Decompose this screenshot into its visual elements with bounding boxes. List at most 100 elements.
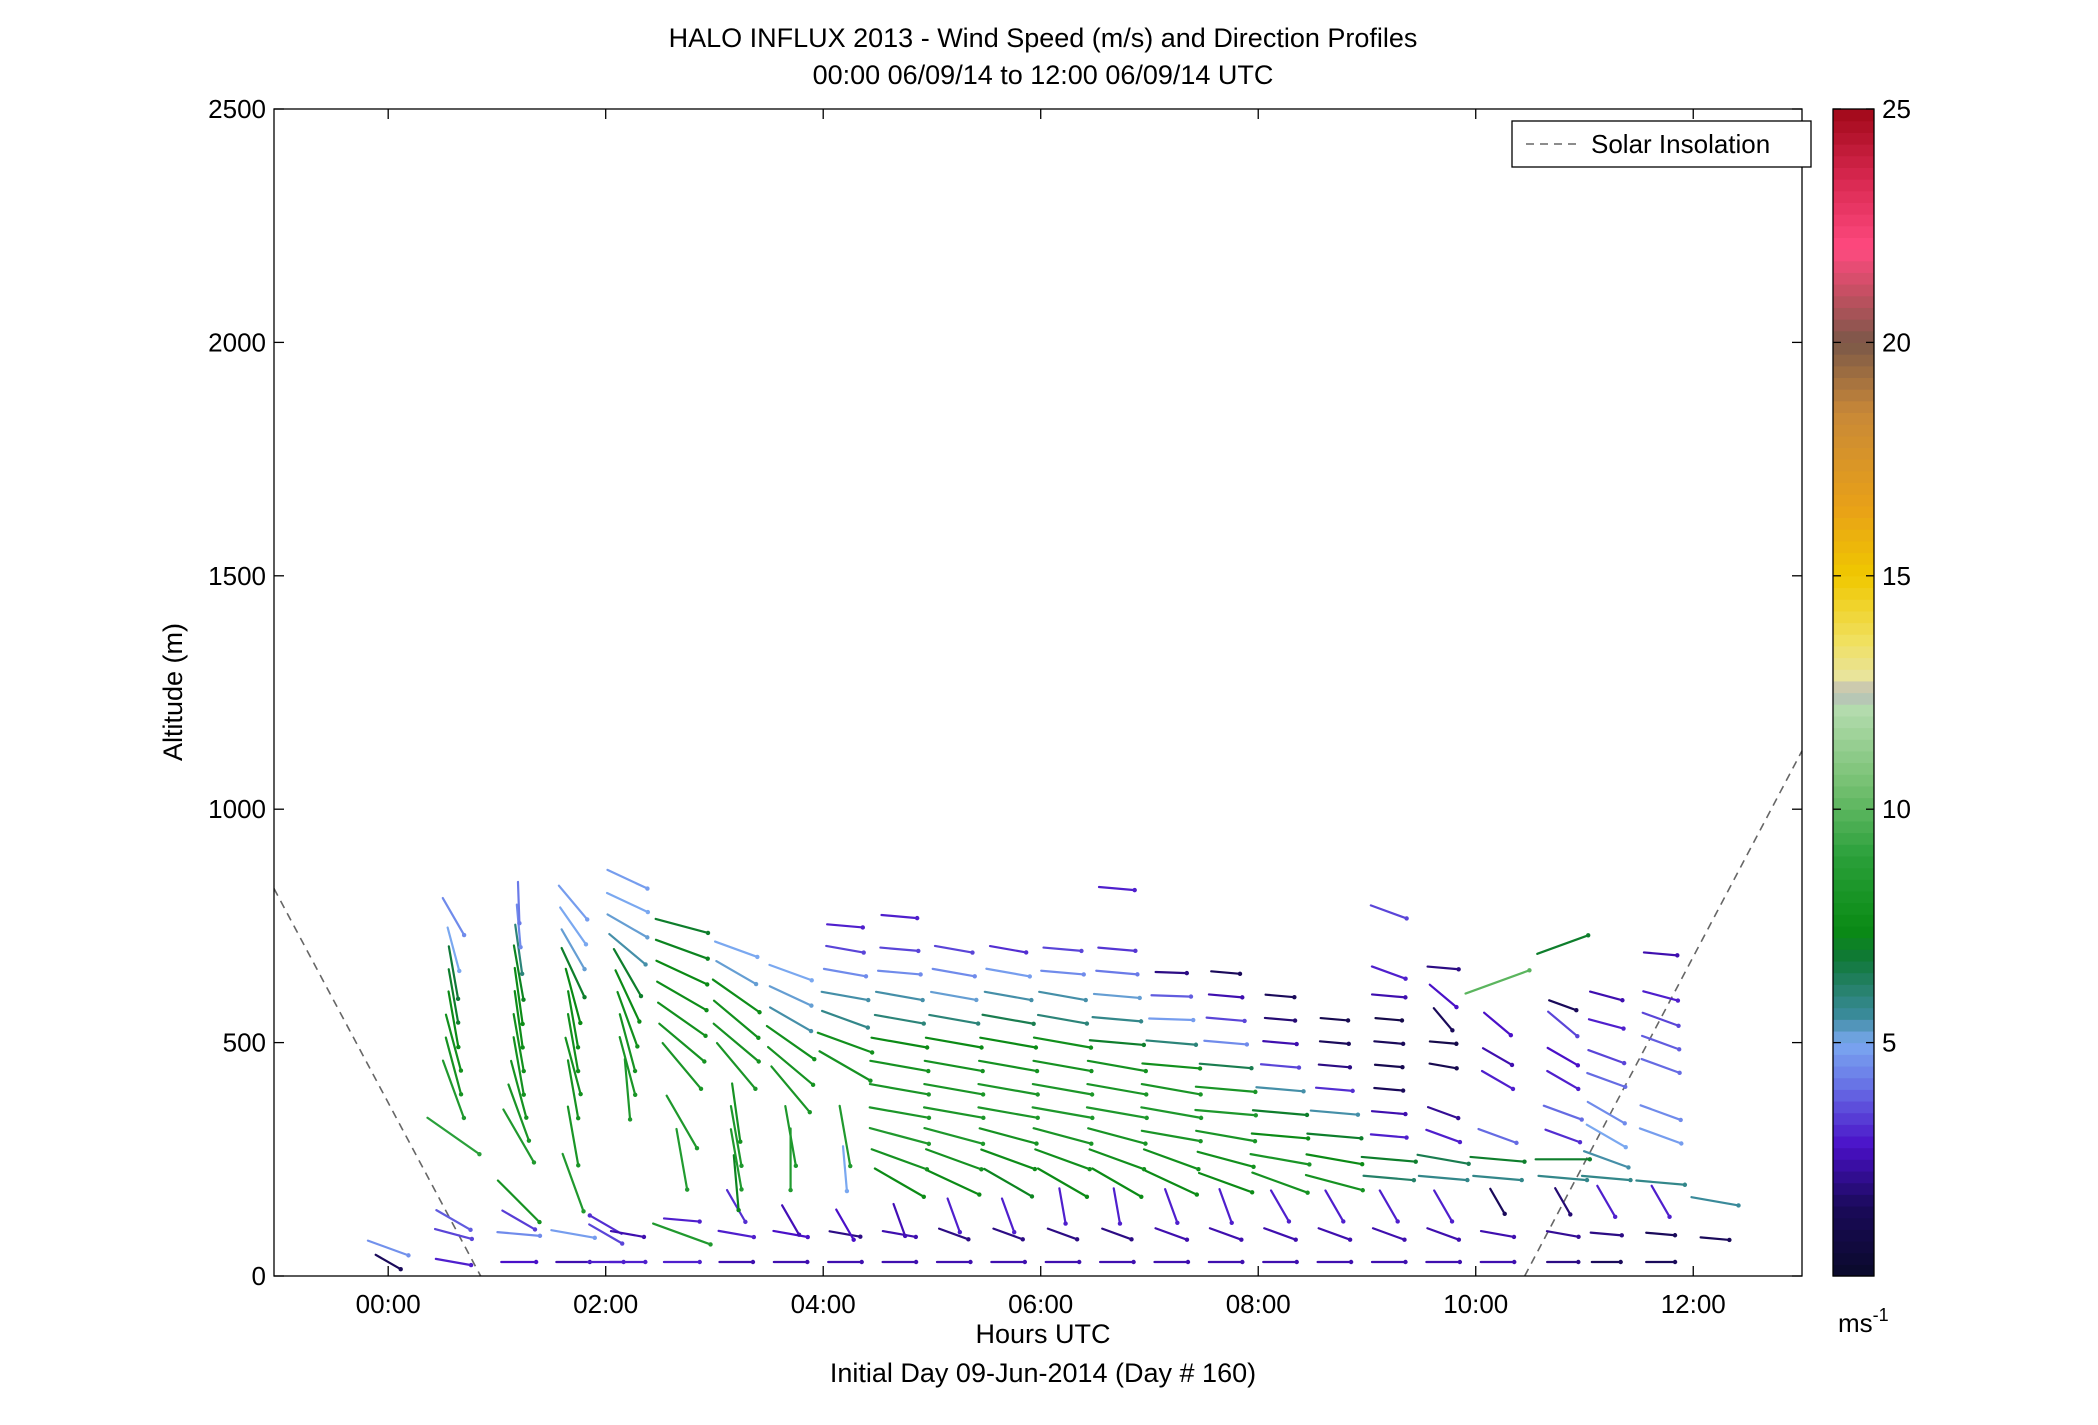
- wind-vector-head: [1089, 1068, 1094, 1074]
- wind-vector-head: [1456, 1115, 1461, 1121]
- wind-vector: [1249, 1153, 1311, 1166]
- wind-vector-head: [1676, 1047, 1682, 1052]
- wind-vector-head: [1404, 1135, 1409, 1140]
- wind-vector: [655, 959, 709, 986]
- wind-vector-head: [736, 1207, 741, 1213]
- wind-vector: [1324, 1189, 1345, 1223]
- wind-vector: [931, 967, 976, 978]
- wind-vector: [1164, 1188, 1179, 1224]
- wind-vector-head: [1672, 1233, 1678, 1238]
- wind-vector: [444, 1013, 463, 1072]
- wind-vector: [712, 1022, 760, 1063]
- wind-vector-head: [1035, 1115, 1040, 1121]
- wind-vector-head: [581, 1209, 586, 1214]
- wind-vector: [1032, 1036, 1093, 1049]
- wind-vector-head: [575, 1116, 581, 1121]
- wind-vector-head: [1185, 1259, 1191, 1265]
- wind-vector-head: [1682, 1182, 1688, 1187]
- wind-vector-head: [751, 1234, 757, 1240]
- colorbar-strip: [1833, 354, 1874, 367]
- wind-vector: [1145, 1039, 1198, 1046]
- wind-vector: [1058, 1187, 1067, 1225]
- y-axis-label: Altitude (m): [158, 623, 188, 761]
- wind-vector-head: [753, 1086, 758, 1092]
- wind-vector-head: [913, 1259, 919, 1265]
- wind-vector-head: [793, 1163, 799, 1169]
- wind-vector: [1097, 946, 1137, 952]
- wind-vector: [922, 1106, 985, 1119]
- wind-vector-head: [1736, 1203, 1741, 1208]
- wind-vector-head: [1286, 1219, 1292, 1224]
- wind-vector-head: [632, 1092, 638, 1097]
- wind-vector-head: [1137, 995, 1142, 1001]
- wind-vector-head: [645, 886, 650, 891]
- wind-vector-head: [1141, 1042, 1147, 1048]
- wind-vector-head: [1577, 1140, 1583, 1145]
- wind-vector-head: [1305, 1190, 1310, 1195]
- wind-vector: [1092, 992, 1141, 1000]
- colorbar-strip: [1833, 1205, 1874, 1219]
- wind-vector-head: [755, 954, 760, 960]
- wind-vector: [1373, 1086, 1405, 1092]
- wind-vector: [1251, 1109, 1309, 1117]
- wind-vector: [1141, 1062, 1202, 1070]
- wind-vector-head: [1253, 1113, 1259, 1118]
- colorbar-strip: [1833, 155, 1874, 168]
- wind-vector: [715, 959, 758, 986]
- wind-vector: [1309, 1109, 1360, 1116]
- wind-vector: [1086, 1059, 1147, 1073]
- wind-vector: [1650, 1184, 1671, 1218]
- colorbar-strip: [1833, 622, 1874, 635]
- wind-vector-head: [1020, 1237, 1025, 1242]
- colorbar-tick-label: 5: [1882, 1028, 1896, 1058]
- wind-vector: [1370, 993, 1407, 999]
- colorbar-strip: [1833, 459, 1874, 472]
- colorbar-strip: [1833, 260, 1874, 273]
- wind-vector-head: [974, 997, 979, 1003]
- wind-vector-head: [406, 1253, 411, 1258]
- wind-vector: [1269, 1189, 1291, 1223]
- plot-area: 00:00 02:00 04:00 06:00 08:00 10:00 12:00 0 500…: [208, 94, 1803, 1319]
- wind-vector: [1205, 1016, 1246, 1023]
- wind-vector-head: [1304, 1112, 1310, 1118]
- colorbar-strip: [1833, 1217, 1874, 1230]
- colorbar-strip: [1833, 867, 1874, 880]
- wind-vector-head: [1184, 1237, 1190, 1242]
- wind-vector-head: [1296, 1065, 1302, 1070]
- wind-vector: [870, 1148, 929, 1171]
- wind-vector: [713, 940, 759, 959]
- wind-vector: [654, 938, 709, 960]
- wind-vector: [1480, 1069, 1515, 1090]
- wind-vector-head: [1511, 1234, 1517, 1240]
- wind-vector: [1428, 1062, 1458, 1070]
- colorbar-strip: [1833, 552, 1874, 565]
- wind-vector-head: [1196, 1166, 1201, 1172]
- wind-vector-head: [866, 997, 871, 1003]
- wind-vector-head: [1466, 1161, 1471, 1167]
- wind-vector-head: [477, 1151, 482, 1157]
- wind-vector-head: [469, 1236, 475, 1242]
- wind-vector-head: [1512, 1259, 1517, 1265]
- wind-vector: [1305, 1153, 1364, 1166]
- wind-vector: [616, 990, 639, 1048]
- wind-vector: [729, 1105, 743, 1167]
- wind-vector-head: [1345, 1018, 1351, 1023]
- wind-vector: [1544, 1128, 1582, 1144]
- wind-vector-head: [1084, 1021, 1090, 1026]
- wind-vector-head: [1022, 1259, 1028, 1265]
- colorbar-strip: [1833, 739, 1874, 752]
- colorbar-strip: [1833, 1030, 1874, 1044]
- wind-vector: [1537, 1174, 1589, 1182]
- wind-vector-head: [645, 909, 651, 915]
- wind-vector-head: [1138, 1019, 1144, 1024]
- wind-vector-head: [918, 972, 923, 977]
- wind-vector-head: [1229, 1220, 1234, 1226]
- wind-vector-head: [805, 1259, 810, 1265]
- wind-vector-head: [977, 1192, 982, 1197]
- wind-vector: [924, 1036, 983, 1049]
- wind-vector: [978, 1059, 1039, 1073]
- wind-vector: [1373, 1040, 1405, 1045]
- wind-vector: [434, 1257, 473, 1267]
- wind-vector: [874, 990, 924, 1002]
- wind-vector: [566, 1105, 580, 1167]
